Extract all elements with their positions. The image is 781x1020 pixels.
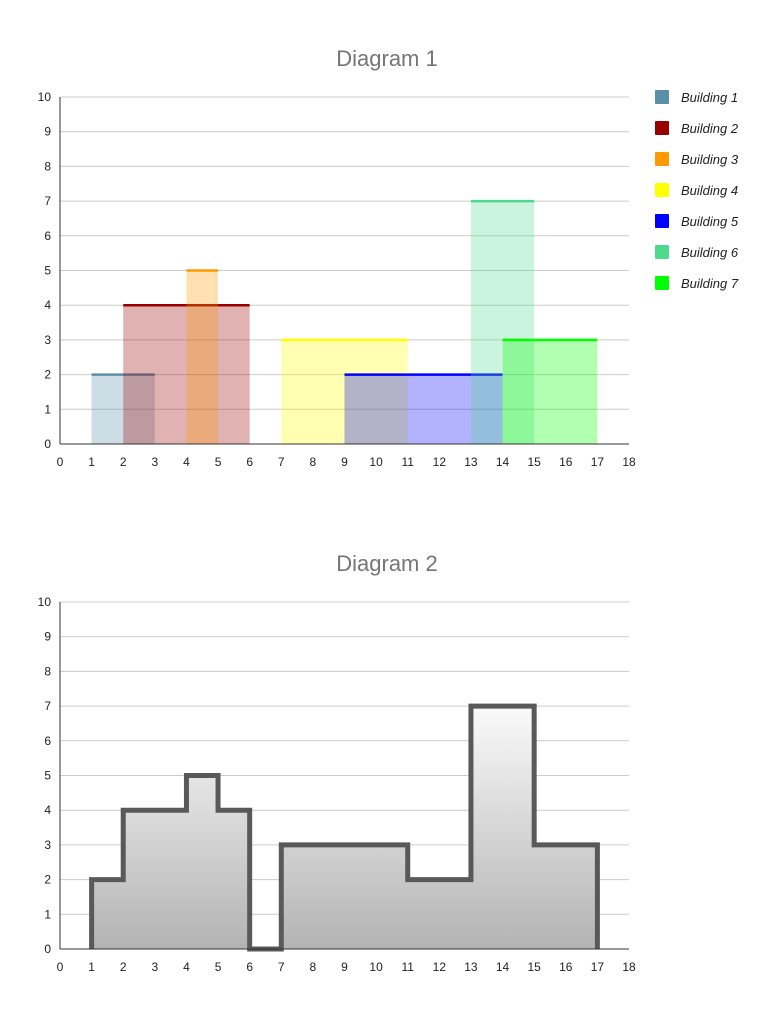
y-tick-label: 9	[44, 630, 51, 644]
x-tick-label: 10	[369, 960, 383, 974]
y-tick-label: 6	[44, 734, 51, 748]
chart-title-1: Diagram 1	[336, 46, 437, 71]
y-tick-label: 7	[44, 699, 51, 713]
y-tick-label: 8	[44, 664, 51, 678]
x-tick-label: 14	[496, 455, 510, 469]
legend-swatch	[655, 152, 669, 166]
x-tick-label: 9	[341, 455, 348, 469]
y-tick-label: 0	[44, 437, 51, 451]
x-tick-label: 1	[88, 960, 95, 974]
legend-swatch	[655, 214, 669, 228]
building-bar	[344, 374, 503, 444]
building-bar	[123, 305, 250, 444]
x-tick-label: 12	[433, 455, 447, 469]
skyline-area	[91, 706, 598, 949]
legend-label: Building 4	[681, 183, 738, 198]
y-tick-label: 10	[38, 90, 52, 104]
y-tick-label: 5	[44, 769, 51, 783]
y-tick-label: 1	[44, 402, 51, 416]
y-tick-label: 4	[44, 298, 51, 312]
x-tick-label: 3	[151, 455, 158, 469]
building-2-series	[123, 303, 250, 444]
building-6-series	[470, 199, 535, 444]
legend-swatch	[655, 121, 669, 135]
x-tick-label: 13	[464, 960, 478, 974]
legend-swatch	[655, 90, 669, 104]
x-tick-label: 4	[183, 960, 190, 974]
x-tick-label: 7	[278, 960, 285, 974]
x-tick-label: 6	[246, 455, 253, 469]
building-bar	[470, 201, 535, 444]
building-3-series	[186, 269, 219, 444]
y-tick-label: 2	[44, 368, 51, 382]
y-tick-label: 3	[44, 838, 51, 852]
x-tick-label: 7	[278, 455, 285, 469]
legend-label: Building 6	[681, 245, 739, 260]
x-tick-label: 0	[57, 455, 64, 469]
x-tick-label: 10	[369, 455, 383, 469]
chart-title-2: Diagram 2	[336, 551, 437, 576]
x-tick-label: 12	[433, 960, 447, 974]
y-tick-label: 2	[44, 873, 51, 887]
x-tick-label: 2	[120, 960, 127, 974]
x-tick-label: 8	[310, 455, 317, 469]
y-tick-label: 9	[44, 125, 51, 139]
legend-label: Building 2	[681, 121, 739, 136]
x-tick-label: 0	[57, 960, 64, 974]
y-tick-label: 4	[44, 803, 51, 817]
building-bar	[281, 339, 408, 444]
building-1-series	[91, 373, 155, 444]
y-tick-label: 6	[44, 229, 51, 243]
x-tick-label: 15	[527, 960, 541, 974]
y-tick-label: 5	[44, 264, 51, 278]
y-tick-label: 3	[44, 333, 51, 347]
legend-label: Building 1	[681, 90, 738, 105]
y-tick-label: 0	[44, 942, 51, 956]
building-4-series	[281, 338, 408, 444]
x-tick-label: 11	[401, 455, 414, 469]
x-tick-label: 17	[591, 960, 605, 974]
x-tick-label: 5	[215, 960, 222, 974]
x-tick-label: 2	[120, 455, 127, 469]
x-tick-label: 4	[183, 455, 190, 469]
building-bar	[91, 374, 155, 444]
y-tick-label: 1	[44, 907, 51, 921]
x-tick-label: 16	[559, 960, 573, 974]
legend-label: Building 7	[681, 276, 739, 291]
y-tick-label: 7	[44, 194, 51, 208]
x-tick-label: 9	[341, 960, 348, 974]
y-tick-label: 10	[38, 595, 52, 609]
x-tick-label: 8	[310, 960, 317, 974]
x-tick-label: 15	[527, 455, 541, 469]
x-tick-label: 11	[401, 960, 414, 974]
legend-swatch	[655, 245, 669, 259]
x-tick-label: 17	[591, 455, 605, 469]
building-bar	[502, 339, 598, 444]
building-bar	[186, 270, 219, 444]
x-tick-label: 6	[246, 960, 253, 974]
legend-label: Building 5	[681, 214, 739, 229]
y-tick-label: 8	[44, 159, 51, 173]
x-tick-label: 18	[622, 455, 636, 469]
x-tick-label: 13	[464, 455, 478, 469]
building-7-series	[502, 338, 598, 444]
x-tick-label: 5	[215, 455, 222, 469]
x-tick-label: 3	[151, 960, 158, 974]
legend-label: Building 3	[681, 152, 739, 167]
x-tick-label: 14	[496, 960, 510, 974]
legend-swatch	[655, 276, 669, 290]
building-5-series	[344, 373, 503, 444]
legend-swatch	[655, 183, 669, 197]
x-tick-label: 18	[622, 960, 636, 974]
x-tick-label: 16	[559, 455, 573, 469]
x-tick-label: 1	[88, 455, 95, 469]
